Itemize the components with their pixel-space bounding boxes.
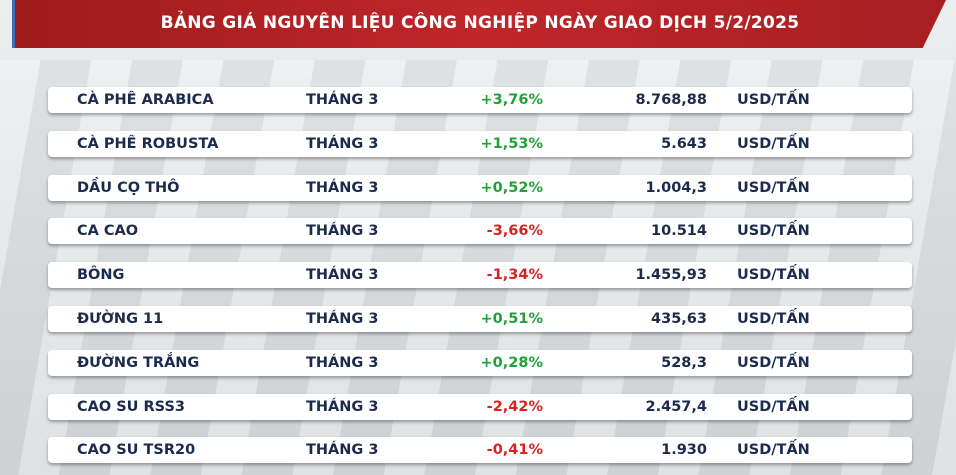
change: +3,76% [480,92,543,108]
contract-month: THÁNG 3 [306,354,379,371]
table-row: CAO SU TSR20 THÁNG 3 -0,41% 1.930 USD/TẤN [48,437,912,464]
price: 1.930 [661,442,707,459]
contract-month: THÁNG 3 [306,135,379,152]
price: 1.004,3 [645,179,707,196]
contract-month: THÁNG 3 [306,398,379,415]
table-row: ĐƯỜNG TRẮNG THÁNG 3 +0,28% 528,3 USD/TẤN [48,349,912,376]
change: +0,28% [480,354,543,371]
contract-month: THÁNG 3 [306,267,379,284]
change: -1,34% [486,267,543,284]
unit: USD/TẤN [737,179,810,196]
unit: USD/TẤN [737,135,810,152]
unit: USD/TẤN [737,442,810,459]
contract-month: THÁNG 3 [306,311,379,327]
contract-month: THÁNG 3 [306,223,379,240]
commodity: CAO SU TSR20 [77,442,196,459]
title-bar [14,0,946,48]
commodity: ĐƯỜNG TRẮNG [77,354,200,371]
commodity: CÀ PHÊ ROBUSTA [77,135,219,152]
commodity: ĐƯỜNG 11 [77,311,164,327]
commodity: DẦU CỌ THÔ [77,179,180,196]
change: +0,52% [480,179,543,196]
price: 528,3 [661,354,707,371]
unit: USD/TẤN [737,92,810,108]
unit: USD/TẤN [737,267,810,284]
table-row: BÔNG THÁNG 3 -1,34% 1.455,93 USD/TẤN [48,262,912,289]
table-row: ĐƯỜNG 11 THÁNG 3 +0,51% 435,63 USD/TẤN [48,306,912,332]
commodity: BÔNG [77,267,125,284]
price: 1.455,93 [635,267,707,284]
commodity: CAO SU RSS3 [77,398,185,415]
table-row: CÀ PHÊ ARABICA THÁNG 3 +3,76% 8.768,88 USD/T… [48,87,912,113]
unit: USD/TẤN [737,223,810,240]
commodity: CÀ PHÊ ARABICA [77,92,214,108]
contract-month: THÁNG 3 [306,442,379,459]
change: -3,66% [486,223,543,240]
contract-month: THÁNG 3 [306,179,379,196]
table-row: DẦU CỌ THÔ THÁNG 3 +0,52% 1.004,3 USD/TẤN [48,174,912,201]
price: 2.457,4 [645,398,707,415]
price: 5.643 [661,135,707,152]
title: BẢNG GIÁ NGUYÊN LIỆU CÔNG NGHIỆP NGÀY GI… [160,13,800,33]
price: 8.768,88 [635,92,707,108]
change: +0,51% [480,311,543,327]
unit: USD/TẤN [737,398,810,415]
price: 10.514 [651,223,707,240]
title-accent [12,0,15,48]
unit: USD/TẤN [737,354,810,371]
commodity: CA CAO [77,223,139,240]
change: -2,42% [486,398,543,415]
unit: USD/TẤN [737,311,810,327]
change: +1,53% [480,135,543,152]
table-row: CAO SU RSS3 THÁNG 3 -2,42% 2.457,4 USD/TẤN [48,393,912,420]
table-row: CA CAO THÁNG 3 -3,66% 10.514 USD/TẤN [48,218,912,245]
table-row: CÀ PHÊ ROBUSTA THÁNG 3 +1,53% 5.643 USD/TẤN [48,130,912,157]
price: 435,63 [651,311,707,327]
change: -0,41% [486,442,543,459]
contract-month: THÁNG 3 [306,92,379,108]
